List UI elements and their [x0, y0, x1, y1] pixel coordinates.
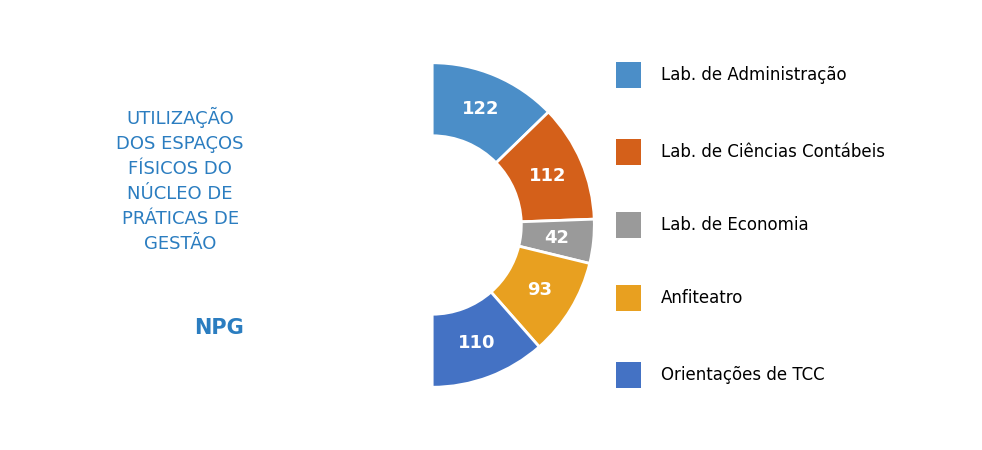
Wedge shape — [496, 112, 594, 222]
Bar — [617, 212, 640, 238]
Bar — [617, 62, 640, 88]
Wedge shape — [491, 246, 590, 347]
Bar — [617, 139, 640, 165]
Text: 112: 112 — [529, 166, 567, 184]
Text: 42: 42 — [545, 229, 570, 247]
Wedge shape — [432, 63, 549, 163]
Text: 122: 122 — [463, 100, 500, 118]
Wedge shape — [432, 292, 539, 387]
Text: Lab. de Economia: Lab. de Economia — [661, 216, 809, 234]
Text: Anfiteatro: Anfiteatro — [661, 289, 743, 307]
Bar — [617, 285, 640, 311]
Bar — [617, 362, 640, 388]
Wedge shape — [518, 219, 594, 263]
Text: UTILIZAÇÃO
DOS ESPAÇOS
FÍSICOS DO
NÚCLEO DE
PRÁTICAS DE
GESTÃO: UTILIZAÇÃO DOS ESPAÇOS FÍSICOS DO NÚCLEO… — [117, 107, 244, 253]
Text: Lab. de Administração: Lab. de Administração — [661, 66, 846, 84]
Text: 93: 93 — [527, 281, 552, 299]
Text: Orientações de TCC: Orientações de TCC — [661, 366, 825, 384]
Text: Lab. de Ciências Contábeis: Lab. de Ciências Contábeis — [661, 143, 885, 161]
Text: NPG: NPG — [194, 319, 244, 338]
Text: 110: 110 — [458, 333, 495, 351]
Polygon shape — [238, 30, 432, 420]
